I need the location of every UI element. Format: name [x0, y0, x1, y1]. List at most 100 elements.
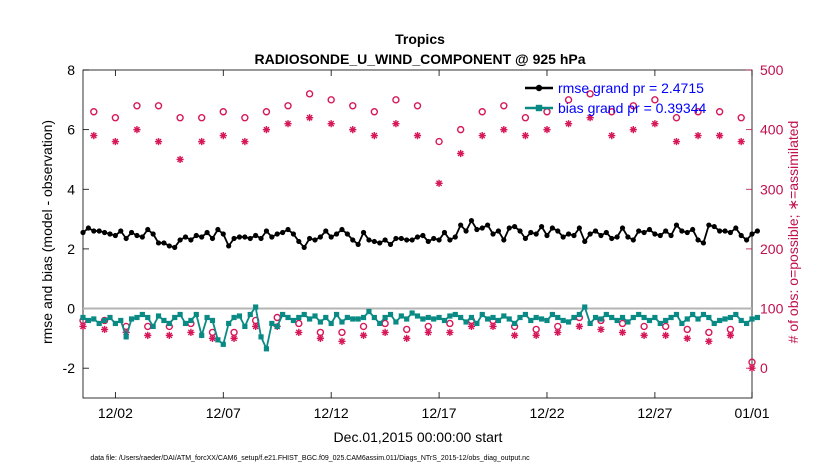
rmse-point — [80, 229, 86, 236]
bias-point — [479, 311, 485, 318]
obs-assimilated-point — [198, 137, 206, 146]
obs-assimilated-point — [511, 331, 519, 339]
rmse-point — [118, 228, 124, 234]
bias-point — [733, 311, 739, 318]
rmse-point — [603, 229, 609, 236]
rmse-point — [366, 237, 372, 243]
bias-point — [382, 314, 388, 321]
rmse-point — [91, 228, 97, 234]
obs-possible-point — [608, 108, 616, 116]
bias-point — [538, 316, 545, 322]
bias-point — [128, 316, 135, 322]
bias-point — [431, 316, 437, 322]
obs-assimilated-point — [187, 328, 195, 336]
obs-possible-point — [327, 96, 335, 104]
rmse-point — [517, 228, 523, 234]
bias-point — [231, 314, 237, 321]
bias-point — [576, 311, 582, 318]
rmse-point — [749, 231, 755, 237]
obs-assimilated-point — [413, 132, 422, 140]
bias-point — [679, 320, 685, 327]
bias-point — [544, 317, 550, 324]
rmse-point — [242, 234, 248, 240]
rmse-point — [134, 232, 140, 239]
bias-point — [447, 313, 453, 319]
bias-point — [204, 314, 210, 321]
obs-assimilated-point — [165, 331, 173, 339]
bias-point — [506, 316, 512, 322]
obs-possible-point — [154, 102, 163, 110]
obs-assimilated-point — [726, 331, 735, 339]
rmse-point — [690, 226, 696, 233]
x-tick-label: 12/02 — [98, 405, 133, 421]
rmse-point — [506, 225, 512, 231]
bias-point — [172, 314, 178, 321]
rmse-point — [447, 237, 453, 243]
obs-possible-point — [100, 316, 109, 325]
rmse-point — [733, 225, 739, 231]
rmse-point — [549, 225, 555, 231]
rmse-point — [150, 231, 156, 237]
bias-point — [247, 311, 253, 318]
obs-assimilated-point — [208, 334, 217, 342]
rmse-point — [555, 228, 561, 234]
rmse-point — [393, 235, 399, 242]
bias-point — [301, 311, 307, 318]
obs-assimilated-point — [748, 364, 756, 372]
bias-point — [242, 323, 248, 330]
obs-assimilated-point — [467, 322, 476, 331]
bias-point — [139, 311, 145, 318]
obs-assimilated-point — [349, 126, 357, 134]
legend-rmse-marker — [535, 84, 543, 92]
rmse-point — [727, 229, 734, 236]
bias-point — [717, 317, 723, 324]
bias-point — [533, 314, 539, 321]
obs-assimilated-point — [90, 132, 98, 140]
rmse-point — [263, 228, 270, 234]
obs-assimilated-point — [683, 334, 691, 342]
bias-point — [744, 320, 750, 327]
rmse-point — [657, 232, 663, 239]
rmse-point — [485, 222, 491, 228]
rmse-point — [123, 235, 129, 242]
bias-point — [517, 314, 523, 321]
bias-point — [296, 314, 302, 321]
y-axis-label: rmse and bias (model - observation) — [39, 120, 55, 344]
obs-possible-point — [737, 114, 745, 122]
rmse-point — [360, 229, 367, 236]
rmse-point — [625, 234, 631, 240]
bias-point — [269, 320, 275, 327]
bias-point — [630, 314, 636, 321]
bias-point — [684, 316, 690, 322]
rmse-point — [717, 228, 723, 234]
obs-possible-point — [349, 102, 357, 110]
obs-possible-point — [262, 108, 271, 116]
bias-point — [625, 319, 631, 325]
rmse-point — [636, 228, 642, 234]
rmse-point — [695, 237, 701, 243]
rmse-point — [328, 234, 334, 240]
obs-possible-point — [705, 328, 713, 337]
rmse-point — [145, 226, 151, 233]
rmse-point — [436, 237, 442, 243]
rmse-point — [404, 237, 410, 243]
obs-assimilated-point — [629, 126, 637, 134]
rmse-point — [576, 225, 582, 231]
y2-tick-label: 300 — [760, 181, 784, 197]
bias-point — [619, 314, 626, 321]
bias-point — [722, 316, 728, 322]
bias-point — [236, 313, 243, 319]
bias-point — [306, 316, 313, 322]
rmse-point — [490, 231, 496, 237]
obs-assimilated-point — [737, 137, 745, 146]
bias-point — [80, 314, 86, 321]
obs-possible-point — [90, 108, 98, 116]
obs-assimilated-point — [111, 137, 119, 146]
bias-point — [587, 320, 593, 327]
rmse-point — [609, 235, 615, 242]
bias-point — [226, 320, 232, 327]
rmse-point — [96, 228, 102, 234]
bias-point — [404, 316, 410, 322]
bias-point — [393, 319, 399, 325]
bias-point — [663, 317, 669, 324]
